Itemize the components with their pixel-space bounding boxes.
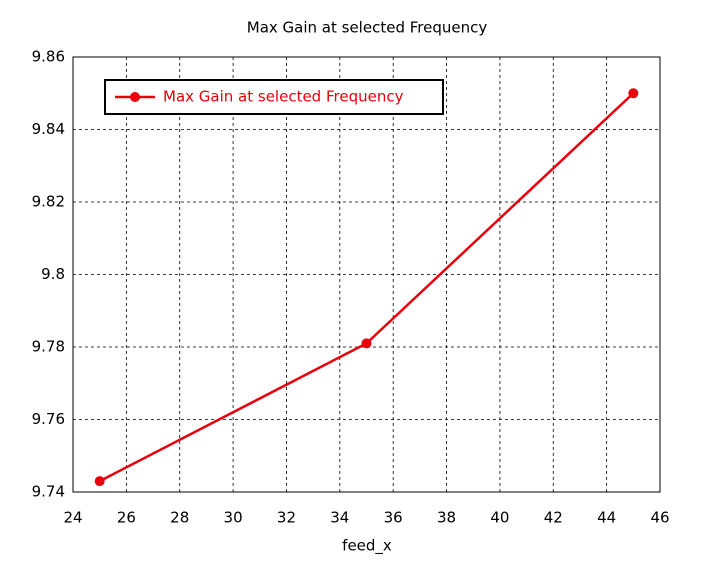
y-tick-label: 9.84: [32, 120, 65, 138]
x-tick-label: 30: [224, 509, 243, 527]
legend-marker: [130, 92, 140, 102]
x-tick-label: 46: [650, 509, 669, 527]
x-axis-label: feed_x: [342, 537, 392, 556]
plot-frame: [72, 56, 661, 493]
x-tick-label: 28: [170, 509, 189, 527]
y-tick-label: 9.74: [32, 483, 65, 501]
legend-label: Max Gain at selected Frequency: [163, 88, 404, 106]
data-point: [628, 88, 639, 99]
x-tick-label: 26: [117, 509, 136, 527]
x-tick-label: 32: [277, 509, 296, 527]
chart-title: Max Gain at selected Frequency: [247, 19, 488, 37]
data-point: [94, 476, 105, 487]
y-tick-label: 9.82: [32, 193, 65, 211]
x-tick-label: 44: [597, 509, 616, 527]
x-tick-label: 40: [490, 509, 509, 527]
data-point: [361, 338, 372, 349]
y-tick-label: 9.76: [32, 410, 65, 428]
x-tick-label: 24: [63, 509, 82, 527]
x-tick-label: 36: [384, 509, 403, 527]
y-tick-label: 9.8: [41, 265, 65, 283]
x-tick-label: 42: [544, 509, 563, 527]
y-tick-label: 9.78: [32, 338, 65, 356]
y-tick-label: 9.86: [32, 48, 65, 66]
x-tick-label: 34: [330, 509, 349, 527]
legend-box: [104, 79, 444, 115]
x-tick-label: 38: [437, 509, 456, 527]
